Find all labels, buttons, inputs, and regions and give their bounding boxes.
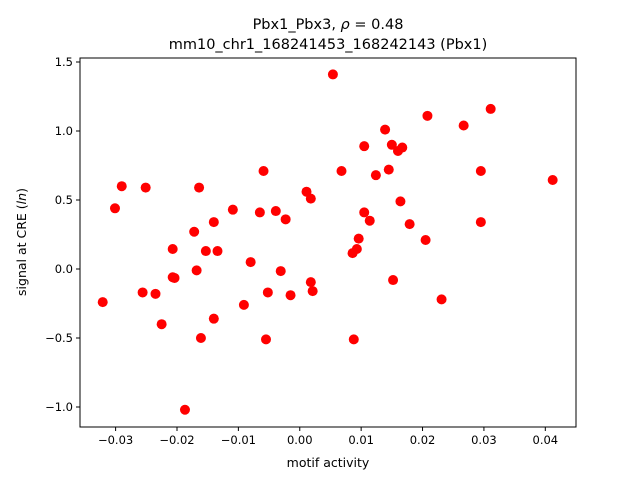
plot-frame xyxy=(79,57,577,428)
y-tick-label: 0.0 xyxy=(55,262,73,276)
chart-title-line2: mm10_chr1_168241453_168242143 (Pbx1) xyxy=(169,37,488,53)
data-point xyxy=(392,146,403,157)
data-point xyxy=(370,170,381,181)
y-tick-label: 1.5 xyxy=(55,55,73,69)
y-tick-label: 0.5 xyxy=(55,193,73,207)
data-point xyxy=(336,166,347,177)
data-point xyxy=(227,204,238,215)
data-point xyxy=(353,233,364,244)
data-point xyxy=(245,257,256,268)
data-point xyxy=(270,206,281,217)
data-point xyxy=(395,196,406,207)
data-point xyxy=(359,207,370,218)
data-point xyxy=(404,219,415,230)
x-tick-label: 0.03 xyxy=(471,433,497,447)
data-point xyxy=(109,203,120,214)
y-tick-label: −0.5 xyxy=(45,331,73,345)
data-point xyxy=(348,334,359,345)
data-point xyxy=(347,248,358,259)
data-point xyxy=(458,120,469,131)
data-point xyxy=(305,277,316,288)
x-tick-label: 0.04 xyxy=(533,433,559,447)
data-point xyxy=(388,275,399,286)
x-tick-label: 0.01 xyxy=(348,433,374,447)
y-axis: −1.0 −0.5 0.0 0.5 1.0 1.5 xyxy=(45,55,80,414)
data-point xyxy=(475,166,486,177)
data-point xyxy=(285,290,296,301)
data-point xyxy=(116,181,127,192)
data-point xyxy=(420,235,431,246)
data-point xyxy=(208,217,219,228)
x-tick-label: −0.02 xyxy=(159,433,194,447)
data-point xyxy=(195,332,206,343)
x-axis: −0.03 −0.02 −0.01 0.00 0.01 0.02 0.03 0.04 xyxy=(98,427,558,447)
data-points xyxy=(97,69,558,415)
y-axis-label: signal at CRE (ln) xyxy=(14,188,29,296)
data-point xyxy=(167,243,178,254)
x-tick-label: 0.00 xyxy=(287,433,313,447)
data-point xyxy=(307,286,318,297)
data-point xyxy=(327,69,338,80)
data-point xyxy=(386,139,397,150)
y-tick-label: 1.0 xyxy=(55,124,73,138)
data-point xyxy=(485,103,496,114)
data-point xyxy=(261,334,271,345)
data-point xyxy=(254,207,265,218)
data-point xyxy=(140,182,151,193)
data-point xyxy=(364,215,375,226)
data-point xyxy=(258,166,269,177)
data-point xyxy=(169,272,180,283)
data-point xyxy=(305,193,316,204)
data-point xyxy=(422,110,433,121)
data-point xyxy=(275,266,286,277)
data-point xyxy=(359,141,370,152)
data-point xyxy=(137,287,148,298)
data-point xyxy=(262,287,273,298)
data-point xyxy=(212,246,223,257)
data-point xyxy=(436,294,447,305)
data-point xyxy=(200,246,211,257)
x-tick-label: −0.01 xyxy=(221,433,256,447)
data-point xyxy=(150,288,161,299)
data-point xyxy=(280,214,291,225)
x-tick-label: 0.02 xyxy=(410,433,436,447)
data-point xyxy=(179,404,190,415)
data-point xyxy=(380,124,391,135)
data-point xyxy=(547,174,558,185)
y-tick-label: −1.0 xyxy=(45,400,73,414)
chart-title-line1: Pbx1_Pbx3, ρ = 0.48 xyxy=(253,17,404,33)
data-point xyxy=(475,217,486,228)
data-point xyxy=(238,299,249,310)
data-point xyxy=(191,265,202,276)
data-point xyxy=(194,182,205,193)
data-point xyxy=(208,313,219,324)
x-tick-label: −0.03 xyxy=(98,433,133,447)
data-point xyxy=(97,297,108,308)
data-point xyxy=(189,226,200,237)
data-point xyxy=(383,164,394,175)
x-axis-label: motif activity xyxy=(287,455,370,470)
data-point xyxy=(156,319,167,330)
